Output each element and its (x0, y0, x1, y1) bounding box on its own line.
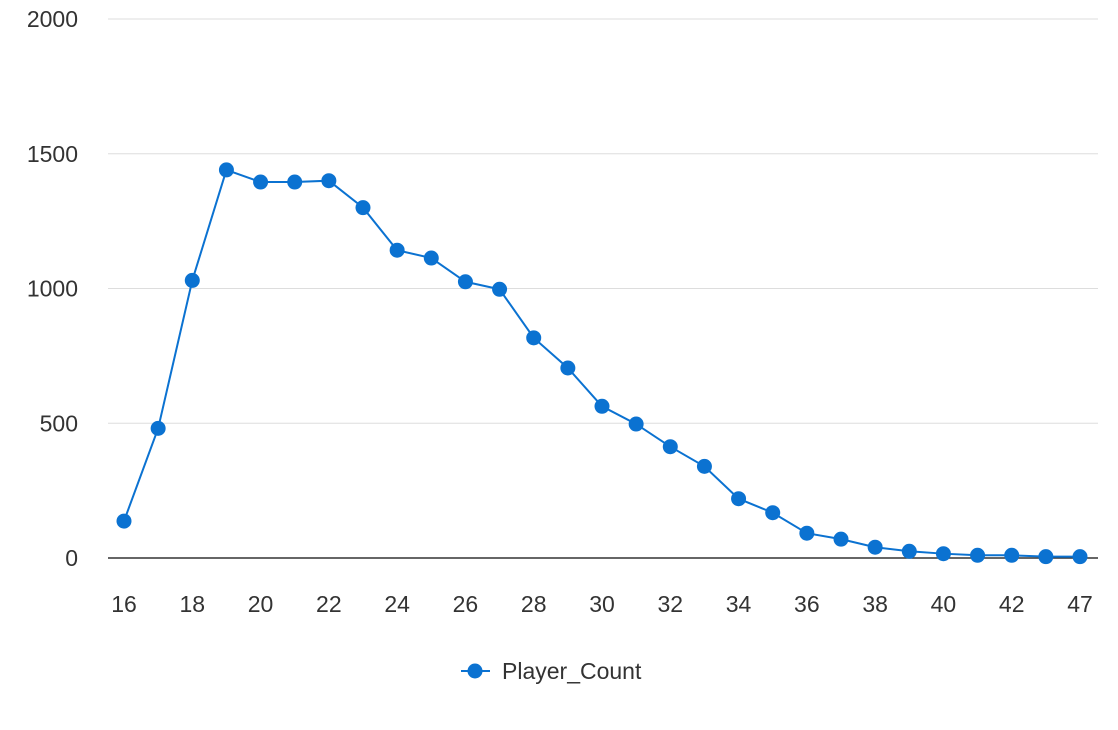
x-tick-label: 20 (248, 591, 274, 617)
grid-lines (108, 18, 1098, 424)
x-tick-label: 16 (111, 591, 137, 617)
data-point-44 (1072, 549, 1088, 565)
series-line (123, 168, 1080, 558)
data-point-43 (1038, 549, 1054, 565)
y-tick-label: 1000 (27, 276, 78, 302)
x-tick-label: 38 (862, 591, 888, 617)
legend-label: Player_Count (502, 658, 642, 684)
x-tick-label: 22 (316, 591, 342, 617)
data-point-40 (935, 546, 951, 562)
legend: Player_Count (461, 658, 642, 684)
x-tick-label: 24 (384, 591, 410, 617)
y-tick-label: 0 (65, 545, 78, 571)
x-tick-label: 36 (794, 591, 820, 617)
data-point-35 (765, 505, 781, 521)
data-point-23 (355, 200, 371, 216)
x-tick-label: 42 (999, 591, 1025, 617)
data-point-19 (218, 162, 234, 178)
data-point-26 (457, 274, 473, 290)
data-point-36 (799, 525, 815, 541)
data-point-27 (492, 281, 508, 297)
x-axis-tick-labels: 16 18 20 22 24 26 28 30 32 34 36 38 40 42 47 (111, 591, 1093, 617)
data-point-30 (594, 398, 610, 414)
data-point-37 (833, 531, 849, 547)
data-point-38 (867, 539, 883, 555)
data-point-42 (1004, 547, 1020, 563)
data-point-25 (423, 250, 439, 266)
data-point-32 (662, 439, 678, 455)
x-tick-label: 47 (1067, 591, 1093, 617)
data-point-31 (628, 416, 644, 432)
y-tick-label: 2000 (27, 6, 78, 32)
data-point-24 (389, 242, 405, 258)
data-point-18 (184, 272, 200, 288)
data-point-22 (321, 173, 337, 189)
data-point-16 (116, 513, 132, 529)
data-point-33 (696, 458, 712, 474)
data-point-29 (560, 360, 576, 376)
x-tick-label: 32 (657, 591, 683, 617)
data-point-17 (150, 420, 166, 436)
x-tick-label: 34 (726, 591, 752, 617)
legend-dot-marker (467, 663, 483, 679)
data-point-41 (970, 547, 986, 563)
data-point-34 (731, 491, 747, 507)
y-tick-label: 500 (40, 410, 78, 436)
data-point-20 (253, 174, 269, 190)
x-tick-label: 26 (453, 591, 479, 617)
data-point-28 (526, 330, 542, 346)
x-tick-label: 40 (931, 591, 957, 617)
y-axis-tick-labels: 0 500 1000 1500 2000 (27, 6, 78, 571)
data-point-39 (901, 543, 917, 559)
y-tick-label: 1500 (27, 141, 78, 167)
x-tick-label: 28 (521, 591, 547, 617)
data-point-21 (287, 174, 303, 190)
series-player-count (116, 162, 1088, 565)
x-tick-label: 30 (589, 591, 615, 617)
x-tick-label: 18 (179, 591, 205, 617)
